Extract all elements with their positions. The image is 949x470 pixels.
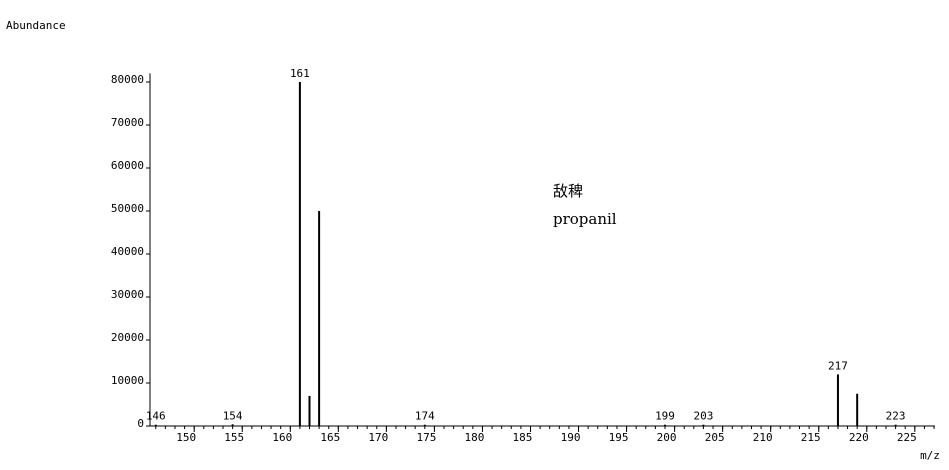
x-tick-label: 160 [272, 431, 292, 444]
annotation: propanil [553, 210, 617, 228]
peak-label: 217 [828, 359, 848, 372]
y-tick-label: 50000 [111, 202, 144, 215]
x-tick-label: 215 [801, 431, 821, 444]
y-tick-label: 20000 [111, 331, 144, 344]
y-tick-label: 80000 [111, 73, 144, 86]
x-tick-label: 190 [561, 431, 581, 444]
x-tick-label: 155 [224, 431, 244, 444]
x-tick-label: 210 [753, 431, 773, 444]
annotation: 敌稗 [553, 182, 583, 200]
x-tick-label: 165 [320, 431, 340, 444]
y-tick-label: 70000 [111, 116, 144, 129]
x-tick-label: 220 [849, 431, 869, 444]
x-tick-label: 150 [176, 431, 196, 444]
x-tick-label: 200 [657, 431, 677, 444]
peak-label: 146 [146, 410, 166, 423]
x-tick-label: 225 [897, 431, 917, 444]
x-tick-label: 205 [705, 431, 725, 444]
x-tick-label: 195 [609, 431, 629, 444]
peak-label: 161 [290, 67, 310, 80]
peak-label: 154 [223, 409, 243, 422]
peak-label: 223 [886, 410, 906, 423]
y-tick-label: 40000 [111, 245, 144, 258]
y-axis-label: Abundance [6, 19, 66, 32]
x-tick-label: 185 [513, 431, 533, 444]
peak-label: 199 [655, 410, 675, 423]
x-tick-label: 170 [368, 431, 388, 444]
y-tick-label: 0 [137, 417, 144, 430]
y-tick-label: 60000 [111, 159, 144, 172]
y-tick-label: 10000 [111, 374, 144, 387]
x-tick-label: 175 [416, 431, 436, 444]
x-axis-label: m/z [920, 449, 940, 462]
x-tick-label: 180 [465, 431, 485, 444]
y-tick-label: 30000 [111, 288, 144, 301]
peak-label: 203 [694, 410, 714, 423]
peak-label: 174 [415, 410, 435, 423]
